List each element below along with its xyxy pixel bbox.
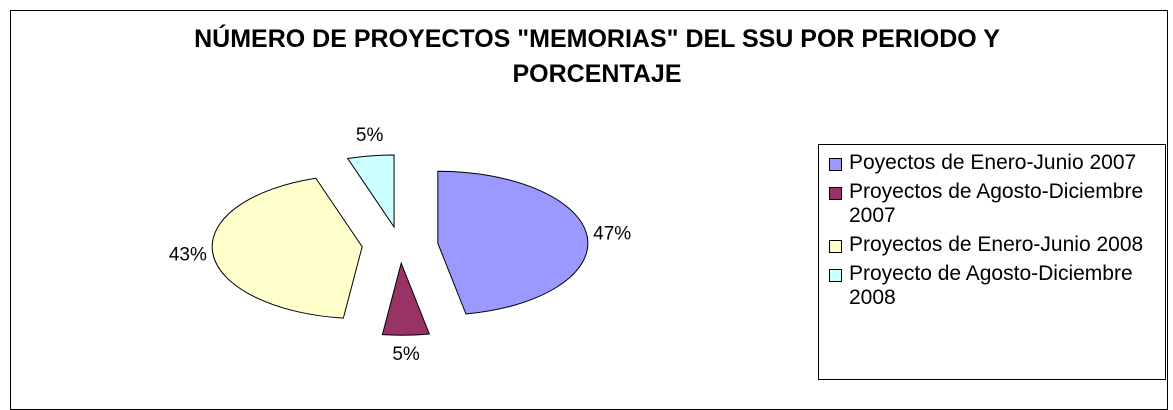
legend-label: Proyectos de Agosto-Diciembre 2007 (849, 180, 1144, 227)
legend: Poyectos de Enero-Junio 2007 Proyectos de… (818, 144, 1166, 380)
legend-item: Poyectos de Enero-Junio 2007 (829, 151, 1165, 175)
legend-swatch (829, 240, 842, 253)
legend-item: Proyecto de Agosto-Diciembre 2008 (829, 262, 1165, 310)
legend-swatch (829, 158, 842, 171)
pie-slice (381, 261, 431, 336)
legend-swatch (829, 187, 842, 200)
pie-slice (346, 154, 395, 229)
legend-label: Proyecto de Agosto-Diciembre 2008 (849, 262, 1133, 309)
data-label: 43% (169, 244, 207, 265)
pie-slice (437, 170, 589, 315)
legend-label: Poyectos de Enero-Junio 2007 (849, 151, 1137, 174)
legend-swatch (829, 269, 842, 282)
chart: 47% 5% 43% 5% (169, 125, 631, 365)
data-label: 5% (356, 125, 384, 146)
legend-label: Proyectos de Enero-Junio 2008 (849, 233, 1144, 256)
legend-item: Proyectos de Enero-Junio 2008 (829, 233, 1165, 257)
page: NÚMERO DE PROYECTOS "MEMORIAS" DEL SSU P… (10, 10, 1168, 410)
data-label: 47% (593, 224, 631, 245)
data-label: 5% (392, 344, 420, 365)
chart-title: NÚMERO DE PROYECTOS "MEMORIAS" DEL SSU P… (194, 25, 1000, 88)
legend-item: Proyectos de Agosto-Diciembre 2007 (829, 180, 1165, 228)
pie-slice (211, 177, 363, 319)
